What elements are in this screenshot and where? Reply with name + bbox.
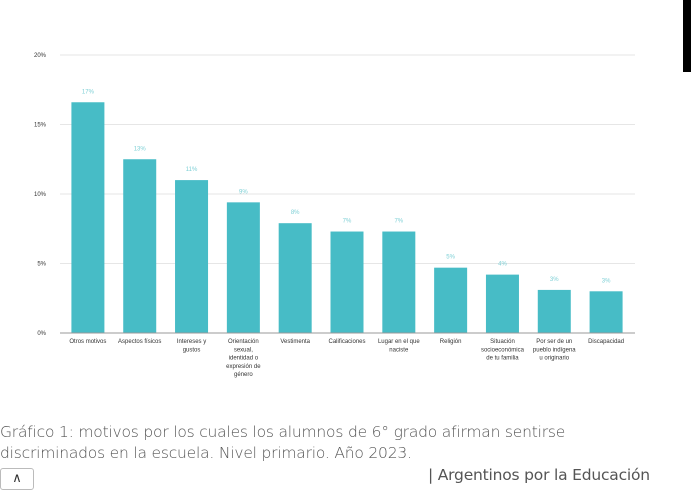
data-label: 5% bbox=[446, 255, 455, 261]
data-label: 3% bbox=[550, 277, 559, 283]
x-tick-label-line: Calificaciones bbox=[328, 339, 365, 345]
bar bbox=[485, 274, 519, 333]
x-tick-label-line: Discapacidad bbox=[588, 339, 624, 345]
x-tick-label-line: pueblo indígena bbox=[533, 347, 576, 353]
data-label: 7% bbox=[343, 219, 352, 225]
data-label: 13% bbox=[134, 146, 147, 152]
x-tick-label-line: Vestimenta bbox=[280, 339, 310, 345]
data-label: 4% bbox=[498, 262, 507, 268]
y-tick-label: 20% bbox=[34, 53, 47, 59]
x-tick-label-line: socioeconómica bbox=[481, 347, 525, 353]
x-tick-label: Aspectos físicos bbox=[118, 339, 161, 345]
x-tick-label: Situación socioeconómica de tu familia bbox=[481, 339, 525, 362]
collapse-button[interactable]: ∧ bbox=[0, 468, 34, 490]
bar bbox=[382, 231, 416, 333]
bar bbox=[330, 231, 364, 333]
caption-line-1: Gráfico 1: motivos por los cuales los al… bbox=[0, 423, 566, 441]
bar bbox=[175, 180, 209, 333]
chart-caption: Gráfico 1: motivos por los cuales los al… bbox=[0, 422, 565, 464]
x-tick-label-line: Orientación bbox=[228, 339, 259, 345]
x-tick-label: Otros motivos bbox=[69, 339, 106, 345]
x-tick-label-line: Por ser de un bbox=[536, 339, 572, 345]
x-tick-label-line: Intereses y bbox=[177, 339, 206, 345]
x-tick-label-line: naciste bbox=[389, 347, 409, 353]
x-tick-label: Discapacidad bbox=[588, 339, 624, 345]
x-tick-label: Vestimenta bbox=[280, 339, 310, 345]
caption-line-2: discriminados en la escuela. Nivel prima… bbox=[0, 444, 412, 462]
x-tick-label-line: Aspectos físicos bbox=[118, 339, 161, 345]
bar bbox=[123, 159, 157, 333]
x-tick-label-line: sexual, bbox=[234, 347, 253, 353]
x-tick-label-line: u originario bbox=[539, 356, 569, 362]
bar bbox=[226, 202, 260, 333]
bar bbox=[589, 291, 623, 333]
x-tick-label-line: expresión de bbox=[226, 364, 261, 370]
y-tick-label: 5% bbox=[37, 262, 46, 268]
x-tick-label: Por ser de un pueblo indígena u originario bbox=[533, 339, 576, 362]
x-tick-label: Orientación sexual, identidad o expresión d… bbox=[226, 339, 261, 378]
data-label: 9% bbox=[239, 189, 248, 195]
x-tick-label-line: Situación bbox=[490, 339, 515, 345]
x-tick-label-line: género bbox=[234, 372, 253, 378]
x-tick-label-line: gustos bbox=[183, 347, 201, 353]
data-label: 8% bbox=[291, 210, 300, 216]
x-tick-label: Lugar en el que naciste bbox=[378, 339, 420, 353]
bar bbox=[278, 223, 312, 333]
bar bbox=[434, 267, 468, 333]
data-label: 3% bbox=[602, 278, 611, 284]
x-tick-label: Calificaciones bbox=[328, 339, 365, 345]
x-tick-label-line: Religión bbox=[440, 339, 462, 345]
y-tick-label: 10% bbox=[34, 192, 47, 198]
data-label: 17% bbox=[82, 89, 95, 95]
x-tick-label-line: Otros motivos bbox=[69, 339, 106, 345]
chevron-up-icon: ∧ bbox=[12, 470, 22, 485]
bar bbox=[537, 289, 571, 333]
x-tick-label: Intereses y gustos bbox=[177, 339, 206, 353]
x-tick-label-line: identidad o bbox=[229, 356, 259, 362]
bar bbox=[71, 102, 105, 333]
y-tick-label: 0% bbox=[37, 331, 46, 337]
data-label: 11% bbox=[186, 167, 198, 173]
bar-chart: 0% 5% 10% 15% 20% 17% Otros motivos 13% Aspectos… bbox=[34, 53, 635, 378]
source-credit: | Argentinos por la Educación bbox=[428, 466, 650, 484]
y-tick-label: 15% bbox=[34, 123, 47, 129]
x-tick-label-line: de tu familia bbox=[486, 356, 519, 362]
x-tick-label-line: Lugar en el que bbox=[378, 339, 420, 345]
x-tick-label: Religión bbox=[440, 339, 462, 345]
data-label: 7% bbox=[394, 219, 403, 225]
side-bar bbox=[683, 0, 691, 72]
